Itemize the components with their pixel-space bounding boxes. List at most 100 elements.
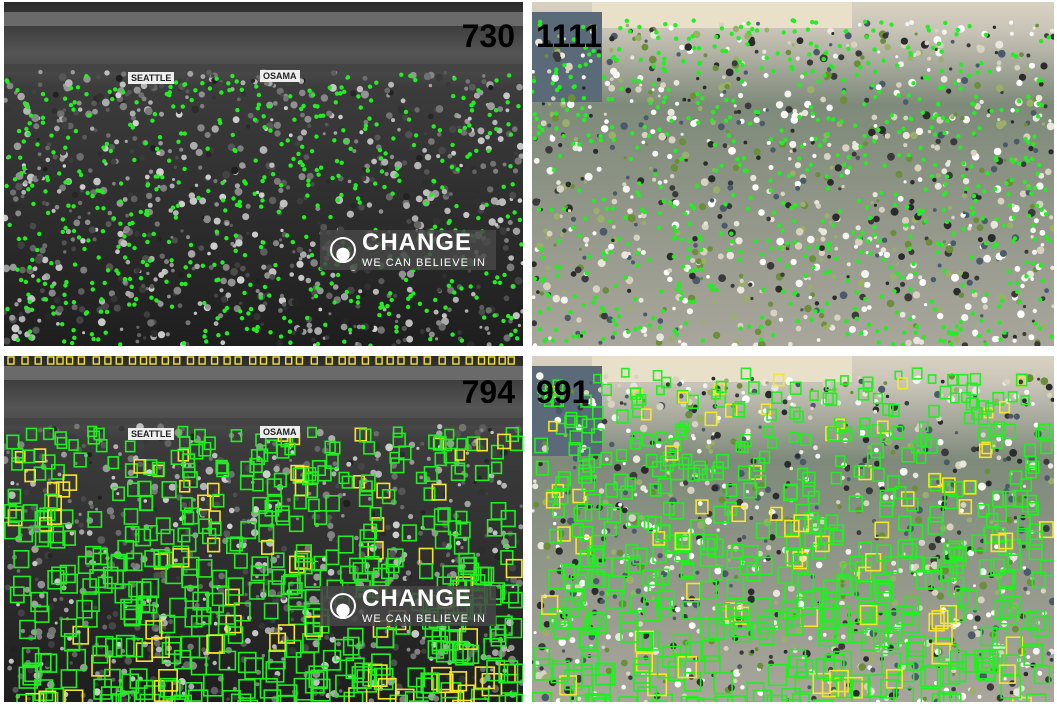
head-point-annotation [698,237,704,243]
head-point-annotation [786,173,792,179]
head-point-annotation [278,334,284,339]
head-point-annotation [601,336,606,341]
head-detection-box [181,511,195,526]
head-detection-box [668,502,685,520]
head-point-annotation [545,292,550,297]
head-point-annotation [982,189,987,194]
head-point-annotation [145,212,150,218]
head-point-annotation [695,100,701,106]
head-detection-box [59,564,76,584]
head-point-annotation [432,224,438,229]
head-point-annotation [220,198,226,203]
head-point-annotation [537,327,543,332]
head-detection-box [802,471,816,488]
head-point-annotation [571,225,576,230]
head-point-annotation [276,276,281,281]
head-detection-box [704,411,718,427]
head-detection-box [767,437,778,449]
head-point-annotation [220,180,225,186]
head-point-annotation [813,309,818,314]
head-detection-box [655,524,671,542]
head-point-annotation [180,104,185,109]
head-point-annotation [288,163,293,168]
head-point-annotation [554,111,559,116]
head-point-annotation [810,111,815,116]
head-point-annotation [538,310,543,315]
head-point-annotation [805,168,810,173]
head-point-annotation [42,281,48,286]
head-point-annotation [288,94,293,99]
head-detection-box [732,402,746,418]
head-detection-box [901,611,921,633]
head-point-annotation [646,257,651,263]
head-point-annotation [71,328,76,333]
head-point-annotation [51,311,56,316]
head-point-annotation [437,128,443,133]
head-point-annotation [891,341,896,346]
head-detection-box [466,436,481,452]
head-detection-box [891,425,904,439]
banner-main-text: CHANGE [362,229,473,256]
head-detection-box [4,521,20,540]
head-detection-box [727,695,747,702]
head-detection-box [149,356,157,365]
head-detection-box [1015,373,1028,387]
head-detection-box [198,356,206,365]
head-detection-box [189,443,204,460]
head-point-annotation [817,143,823,148]
head-point-annotation [657,325,663,330]
head-detection-box [161,356,170,365]
head-point-annotation [230,132,235,138]
head-detection-box [359,480,373,496]
head-detection-box [1025,455,1037,470]
head-point-annotation [911,261,916,266]
head-detection-box [34,356,42,365]
head-point-annotation [612,331,617,336]
head-point-annotation [906,45,911,50]
head-detection-box [307,498,320,513]
head-point-annotation [777,170,782,176]
head-detection-box [787,654,808,678]
head-point-annotation [101,145,106,150]
head-detection-box [1031,571,1047,589]
head-detection-box [605,483,618,498]
head-point-annotation [361,324,366,330]
head-detection-box [1033,665,1051,685]
head-point-annotation [860,230,865,235]
head-point-annotation [450,332,455,337]
head-detection-box [208,521,222,537]
head-detection-box [905,641,925,663]
head-detection-box [13,575,31,597]
head-point-annotation [459,338,465,343]
head-point-annotation [5,79,10,85]
head-detection-box [1009,470,1023,485]
head-point-annotation [983,342,988,346]
head-point-annotation [152,111,158,117]
head-point-annotation [514,336,520,341]
head-point-annotation [63,283,68,288]
head-point-annotation [84,73,89,79]
head-point-annotation [261,114,266,119]
head-detection-box [161,481,177,499]
head-detection-box [359,428,372,443]
head-point-annotation [134,100,139,105]
head-point-annotation [823,50,828,56]
campaign-logo-icon [330,593,356,619]
head-detection-box [21,356,29,365]
head-detection-box [474,666,495,690]
head-detection-box [260,539,275,555]
head-point-annotation [793,202,798,208]
head-detection-box [675,425,688,440]
head-detection-box [454,462,466,475]
head-detection-box [815,658,835,680]
head-point-annotation [575,334,581,339]
head-detection-box [225,588,240,606]
head-detection-box [990,558,1005,576]
head-point-annotation [863,19,868,24]
head-point-annotation [237,203,243,209]
head-detection-box [410,356,418,365]
head-detection-box [212,493,225,508]
head-detection-box [548,528,562,544]
head-point-annotation [399,72,404,77]
head-point-annotation [631,78,637,83]
